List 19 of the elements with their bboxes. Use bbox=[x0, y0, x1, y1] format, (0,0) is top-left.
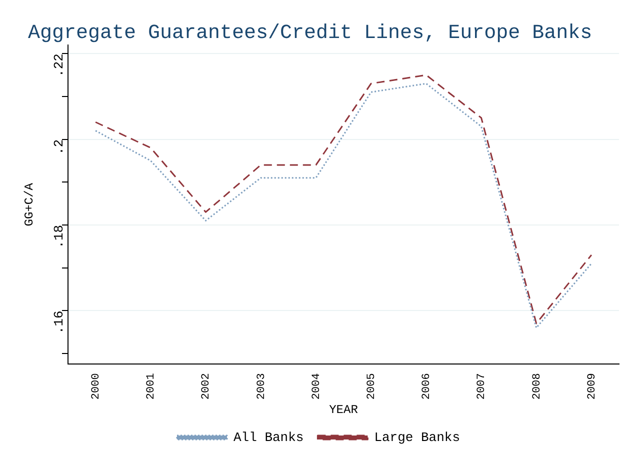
legend-label: Large Banks bbox=[374, 430, 460, 445]
x-tick-label: 2003 bbox=[256, 373, 268, 400]
legend-label: All Banks bbox=[233, 430, 304, 445]
x-tick-label: 2002 bbox=[200, 373, 213, 400]
chart-title: Aggregate Guarantees/Credit Lines, Europe Banks bbox=[28, 22, 592, 45]
x-tick-label: 2004 bbox=[310, 372, 323, 400]
x-tick-label: 2009 bbox=[586, 373, 598, 400]
y-tick-label: .22 bbox=[51, 54, 66, 77]
x-tick-label: 2000 bbox=[90, 373, 102, 400]
x-axis-title: YEAR bbox=[329, 402, 358, 417]
y-tick-label: .2 bbox=[51, 139, 66, 155]
x-tick-label: 2008 bbox=[531, 373, 544, 400]
y-tick-label: .16 bbox=[51, 310, 66, 334]
x-tick-label: 2005 bbox=[366, 373, 378, 400]
x-tick-label: 2001 bbox=[146, 372, 158, 400]
x-tick-label: 2007 bbox=[476, 373, 488, 400]
y-tick-label: .18 bbox=[51, 224, 66, 248]
x-tick-label: 2006 bbox=[421, 373, 434, 400]
y-axis-title: GG+C/A bbox=[22, 182, 36, 226]
